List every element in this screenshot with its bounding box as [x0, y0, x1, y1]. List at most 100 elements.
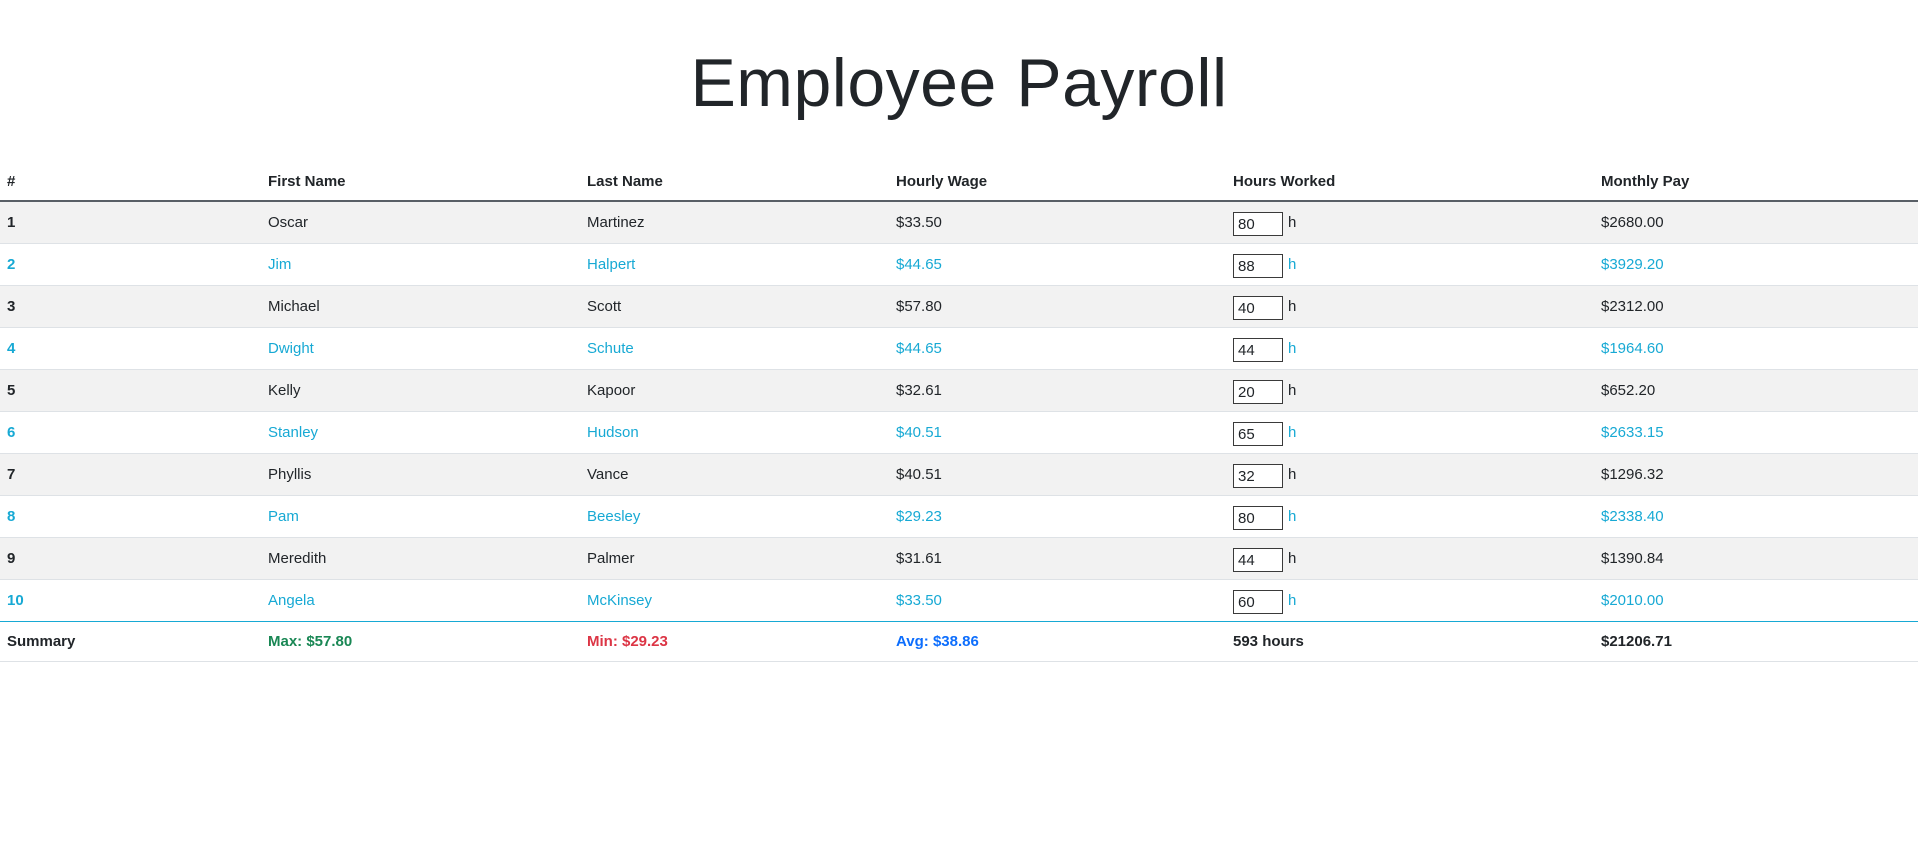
- cell-monthly-pay: $1390.84: [1594, 537, 1918, 580]
- hours-worked-input[interactable]: [1233, 380, 1283, 404]
- hours-unit-label: h: [1288, 591, 1297, 609]
- table-footer: Summary Max: $57.80 Min: $29.23 Avg: $38…: [0, 621, 1918, 662]
- cell-first-name: Phyllis: [261, 453, 580, 496]
- hours-worked-input[interactable]: [1233, 590, 1283, 614]
- cell-hours-worked: h: [1226, 411, 1594, 454]
- cell-hourly-wage: $29.23: [889, 495, 1226, 538]
- summary-max-wage: Max: $57.80: [261, 621, 580, 662]
- cell-first-name: Pam: [261, 495, 580, 538]
- cell-hours-worked: h: [1226, 243, 1594, 286]
- cell-hourly-wage: $31.61: [889, 537, 1226, 580]
- cell-index: 4: [0, 327, 261, 370]
- hours-unit-label: h: [1288, 213, 1297, 231]
- cell-hourly-wage: $44.65: [889, 243, 1226, 286]
- cell-first-name: Stanley: [261, 411, 580, 454]
- cell-monthly-pay: $652.20: [1594, 369, 1918, 412]
- hours-worked-input[interactable]: [1233, 212, 1283, 237]
- cell-hours-worked: h: [1226, 285, 1594, 328]
- column-header-monthly-pay: Monthly Pay: [1594, 162, 1918, 202]
- cell-last-name: Palmer: [580, 537, 889, 580]
- cell-hours-worked: h: [1226, 327, 1594, 370]
- hours-worked-input[interactable]: [1233, 338, 1283, 362]
- cell-first-name: Angela: [261, 579, 580, 622]
- hours-unit-label: h: [1288, 549, 1297, 567]
- cell-last-name: Martinez: [580, 201, 889, 244]
- column-header-index: #: [0, 162, 261, 202]
- hours-unit-label: h: [1288, 465, 1297, 483]
- cell-hours-worked: h: [1226, 495, 1594, 538]
- cell-first-name: Dwight: [261, 327, 580, 370]
- cell-last-name: Beesley: [580, 495, 889, 538]
- cell-hours-worked: h: [1226, 537, 1594, 580]
- hours-unit-label: h: [1288, 507, 1297, 525]
- cell-first-name: Oscar: [261, 201, 580, 244]
- summary-min-wage: Min: $29.23: [580, 621, 889, 662]
- summary-total-hours: 593 hours: [1226, 621, 1594, 662]
- cell-hourly-wage: $44.65: [889, 327, 1226, 370]
- cell-hourly-wage: $40.51: [889, 411, 1226, 454]
- cell-last-name: Vance: [580, 453, 889, 496]
- hours-worked-input[interactable]: [1233, 548, 1283, 572]
- hours-worked-input[interactable]: [1233, 464, 1283, 488]
- cell-hours-worked: h: [1226, 579, 1594, 622]
- cell-monthly-pay: $2680.00: [1594, 201, 1918, 244]
- hours-unit-label: h: [1288, 255, 1297, 273]
- cell-last-name: Scott: [580, 285, 889, 328]
- cell-index: 10: [0, 579, 261, 622]
- hours-worked-input[interactable]: [1233, 422, 1283, 446]
- cell-hourly-wage: $33.50: [889, 201, 1226, 244]
- cell-monthly-pay: $1964.60: [1594, 327, 1918, 370]
- hours-unit-label: h: [1288, 381, 1297, 399]
- cell-hourly-wage: $57.80: [889, 285, 1226, 328]
- hours-worked-input[interactable]: [1233, 506, 1283, 530]
- summary-avg-wage: Avg: $38.86: [889, 621, 1226, 662]
- summary-total-pay: $21206.71: [1594, 621, 1918, 662]
- cell-first-name: Michael: [261, 285, 580, 328]
- cell-index: 8: [0, 495, 261, 538]
- summary-row: Summary Max: $57.80 Min: $29.23 Avg: $38…: [0, 621, 1918, 662]
- cell-index: 9: [0, 537, 261, 580]
- cell-last-name: Halpert: [580, 243, 889, 286]
- cell-index: 7: [0, 453, 261, 496]
- cell-last-name: Kapoor: [580, 369, 889, 412]
- cell-monthly-pay: $3929.20: [1594, 243, 1918, 286]
- table-header: # First Name Last Name Hourly Wage Hours…: [0, 162, 1918, 202]
- hours-unit-label: h: [1288, 339, 1297, 357]
- hours-worked-input[interactable]: [1233, 254, 1283, 278]
- cell-hourly-wage: $33.50: [889, 579, 1226, 622]
- hours-unit-label: h: [1288, 297, 1297, 315]
- cell-index: 1: [0, 201, 261, 244]
- hours-worked-input[interactable]: [1233, 296, 1283, 320]
- column-header-last-name: Last Name: [580, 162, 889, 202]
- payroll-table: # First Name Last Name Hourly Wage Hours…: [0, 162, 1918, 662]
- cell-monthly-pay: $2312.00: [1594, 285, 1918, 328]
- cell-first-name: Jim: [261, 243, 580, 286]
- hours-unit-label: h: [1288, 423, 1297, 441]
- cell-hours-worked: h: [1226, 369, 1594, 412]
- page-title: Employee Payroll: [690, 45, 1228, 121]
- cell-last-name: Hudson: [580, 411, 889, 454]
- cell-index: 6: [0, 411, 261, 454]
- header-row: # First Name Last Name Hourly Wage Hours…: [0, 162, 1918, 202]
- table-body: 1OscarMartinez$33.50h$2680.002JimHalpert…: [0, 201, 1918, 622]
- cell-index: 2: [0, 243, 261, 286]
- cell-monthly-pay: $2633.15: [1594, 411, 1918, 454]
- cell-last-name: Schute: [580, 327, 889, 370]
- summary-label: Summary: [0, 621, 261, 662]
- cell-hours-worked: h: [1226, 453, 1594, 496]
- cell-first-name: Meredith: [261, 537, 580, 580]
- cell-monthly-pay: $2010.00: [1594, 579, 1918, 622]
- column-header-hours-worked: Hours Worked: [1226, 162, 1594, 202]
- cell-index: 3: [0, 285, 261, 328]
- cell-hourly-wage: $40.51: [889, 453, 1226, 496]
- cell-last-name: McKinsey: [580, 579, 889, 622]
